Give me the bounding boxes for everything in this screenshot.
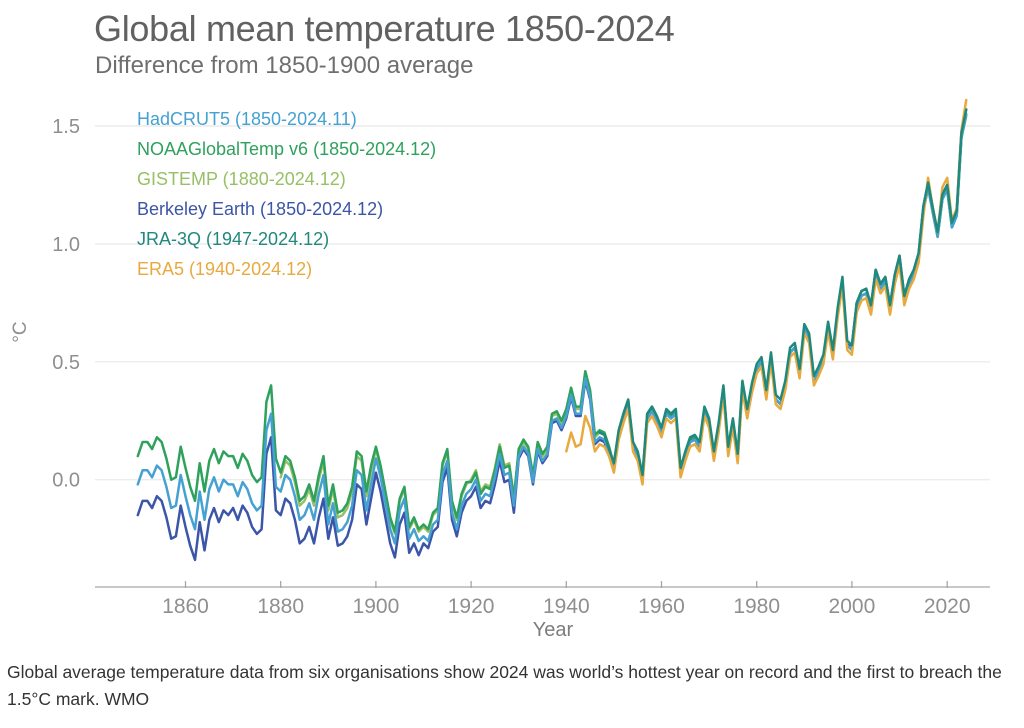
svg-text:1940: 1940 [543, 595, 590, 618]
svg-text:°C: °C [10, 321, 31, 342]
legend-item-gistemp: GISTEMP (1880-2024.12) [137, 169, 346, 189]
svg-text:1.0: 1.0 [52, 234, 80, 256]
svg-text:Year: Year [533, 619, 574, 641]
svg-text:1980: 1980 [733, 595, 780, 618]
legend-item-noaaglobaltemp: NOAAGlobalTemp v6 (1850-2024.12) [137, 139, 437, 159]
svg-text:0.0: 0.0 [52, 470, 80, 492]
svg-text:1860: 1860 [162, 595, 209, 618]
svg-text:1960: 1960 [638, 595, 685, 618]
page-title: Global mean temperature 1850-2024 [94, 8, 675, 49]
svg-text:1900: 1900 [353, 595, 400, 618]
svg-text:1920: 1920 [448, 595, 495, 618]
chart-legend: HadCRUT5 (1850-2024.11) NOAAGlobalTemp v… [137, 104, 436, 284]
svg-text:0.5: 0.5 [52, 352, 80, 374]
svg-text:2000: 2000 [829, 595, 876, 618]
chart-subtitle: Difference from 1850-1900 average [95, 52, 474, 79]
legend-item-berkeley-earth: Berkeley Earth (1850-2024.12) [137, 199, 384, 219]
caption: Global average temperature data from six… [7, 662, 1002, 709]
legend-item-jra3q: JRA-3Q (1947-2024.12) [137, 229, 330, 249]
svg-text:1880: 1880 [257, 595, 304, 618]
svg-text:2020: 2020 [924, 595, 971, 618]
svg-text:1.5: 1.5 [52, 116, 80, 138]
legend-item-era5: ERA5 (1940-2024.12) [137, 259, 313, 279]
legend-item-hadcrut5: HadCRUT5 (1850-2024.11) [137, 109, 357, 129]
